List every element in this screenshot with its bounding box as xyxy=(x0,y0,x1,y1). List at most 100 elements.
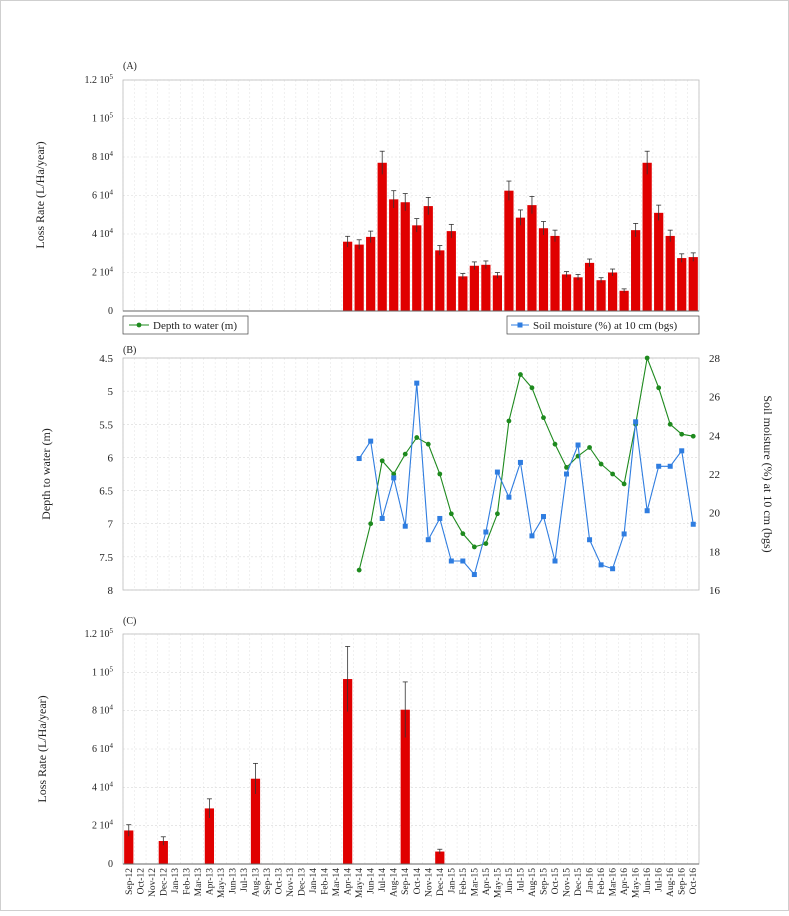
panel-b-soil-point xyxy=(448,558,454,564)
panel-b-soil-point xyxy=(506,494,512,500)
panel-b-depth-point xyxy=(644,355,650,361)
panel-b-depth-point xyxy=(425,441,431,447)
x-tick-label-month: Jul-13 xyxy=(240,868,250,892)
x-tick-label-month: Aug-16 xyxy=(666,868,676,897)
panel-a-bar xyxy=(642,162,652,311)
panel-b-soil-point xyxy=(690,521,696,527)
x-tick-label-month: May-13 xyxy=(217,868,227,898)
panel-a-y-tick-label: 8 104 xyxy=(92,150,114,163)
panel-b-soil-point xyxy=(656,463,662,469)
legend-soil-box xyxy=(506,315,700,335)
x-tick-label-month: Oct-12 xyxy=(136,868,146,895)
x-tick-label-month: May-15 xyxy=(493,868,503,898)
panel-b-soil-point xyxy=(425,537,431,543)
x-tick-label-month: Dec-12 xyxy=(159,868,169,896)
panel-a-y-axis-title: Loss Rate (L/Ha/year) xyxy=(33,141,47,248)
panel-c-y-tick-label: 8 104 xyxy=(92,704,114,717)
x-tick-label-month: Nov-15 xyxy=(563,868,573,897)
x-tick-label-month: Mar-16 xyxy=(609,868,619,897)
x-tick-label-month: Sep-15 xyxy=(539,868,549,895)
panel-b-left-tick-label: 7 xyxy=(108,519,114,531)
panel-a-bar xyxy=(561,274,572,311)
x-tick-label-month: Nov-12 xyxy=(148,868,158,897)
panel-b-depth-point xyxy=(379,458,385,464)
x-tick-label-month: Mar-13 xyxy=(194,868,204,897)
panel-a-bar xyxy=(527,205,537,311)
x-tick-label-month: Oct-16 xyxy=(689,868,699,895)
x-tick-label-month: Apr-15 xyxy=(482,868,492,895)
x-tick-label-month: Aug-14 xyxy=(390,868,400,897)
x-tick-label-month: Jul-15 xyxy=(516,868,526,892)
x-tick-label-month: Apr-16 xyxy=(620,868,630,895)
panel-b-depth-point xyxy=(690,433,696,439)
panel-a-panel-label: (A) xyxy=(123,61,137,72)
panel-b-depth-point xyxy=(564,464,569,470)
panel-b-depth-point xyxy=(483,541,489,546)
panel-b-left-tick-label: 7.5 xyxy=(99,552,113,564)
x-tick-label-month: May-14 xyxy=(355,868,365,898)
panel-c-bar xyxy=(204,808,215,864)
panel-b-depth-point xyxy=(437,471,443,477)
panel-b-depth-point xyxy=(448,511,454,517)
panel-a-bar xyxy=(492,275,503,311)
panel-b-soil-point xyxy=(356,456,362,462)
x-tick-label-month: Feb-15 xyxy=(459,868,469,895)
legend-depth: Depth to water (m) xyxy=(122,315,249,335)
panel-c-y-tick-label: 6 104 xyxy=(92,742,114,755)
panel-a-bar xyxy=(504,190,514,311)
x-tick-label-month: May-16 xyxy=(632,868,642,898)
x-tick-label-month: Jun-16 xyxy=(643,868,653,894)
panel-c-y-tick-label: 0 xyxy=(108,859,113,870)
panel-b-soil-point xyxy=(575,442,581,448)
panel-b-soil-point xyxy=(391,475,397,481)
panel-a-bar xyxy=(665,235,675,311)
panel-b-soil-point xyxy=(610,566,616,572)
panel-b-soil-point xyxy=(540,514,546,520)
x-tick-label-month: Oct-15 xyxy=(551,868,561,895)
panel-b-depth-point xyxy=(598,461,604,467)
panel-b-soil-point xyxy=(471,572,477,578)
panel-a-bar xyxy=(688,257,698,311)
x-tick-label-month: Jan-14 xyxy=(309,868,319,894)
legend-soil-label: Soil moisture (%) at 10 cm (bgs) xyxy=(533,320,678,332)
grid-lines xyxy=(122,357,700,591)
panel-b-right-tick-label: 28 xyxy=(709,353,721,365)
x-tick-label-month: Oct-13 xyxy=(275,868,285,895)
panel-a-bar xyxy=(607,272,618,311)
panel-a-bar xyxy=(354,244,364,311)
x-tick-label-month: Aug-13 xyxy=(251,868,261,897)
panel-b-depth-point xyxy=(667,421,673,427)
panel-b-right-tick-label: 20 xyxy=(709,508,721,520)
panel-a-bar xyxy=(469,265,479,311)
x-tick-label-month: Mar-14 xyxy=(332,868,342,897)
panel-b-right-tick-label: 26 xyxy=(709,392,721,404)
panel-b-depth-point xyxy=(391,471,397,477)
panel-b-soil-point xyxy=(402,523,408,529)
panel-b-left-tick-label: 6 xyxy=(108,452,114,464)
panel-b-soil-point xyxy=(494,469,500,475)
panel-b-soil-point xyxy=(633,419,639,425)
panel-b-soil-point xyxy=(552,558,558,564)
panel-a-bar xyxy=(573,277,583,311)
panel-a-bar xyxy=(366,236,376,311)
panel-a-bar xyxy=(458,276,468,311)
legend-depth-marker xyxy=(136,322,142,328)
x-tick-label-month: Dec-15 xyxy=(574,868,584,896)
panel-b-soil-point xyxy=(368,438,374,444)
panel-b-soil-point xyxy=(529,533,535,539)
panel-a-bar xyxy=(538,228,549,311)
panel-b-left-tick-label: 6.5 xyxy=(99,486,113,498)
panel-c-bar xyxy=(435,851,445,864)
panel-b-depth-point xyxy=(518,372,523,377)
panel-b-depth-point xyxy=(402,451,408,457)
panel-b-left-axis-title: Depth to water (m) xyxy=(39,428,53,520)
panel-b-depth-point xyxy=(587,445,592,450)
panel-b-soil-point xyxy=(564,471,570,477)
panel-a-bar xyxy=(654,212,664,311)
x-tick-label-month: Feb-14 xyxy=(321,868,331,895)
panel-b-soil-point xyxy=(460,558,466,564)
x-tick-label-month: Jan-16 xyxy=(586,868,596,894)
panel-b-series-line-depth xyxy=(358,355,694,571)
x-tick-label-month: Aug-15 xyxy=(528,868,538,897)
